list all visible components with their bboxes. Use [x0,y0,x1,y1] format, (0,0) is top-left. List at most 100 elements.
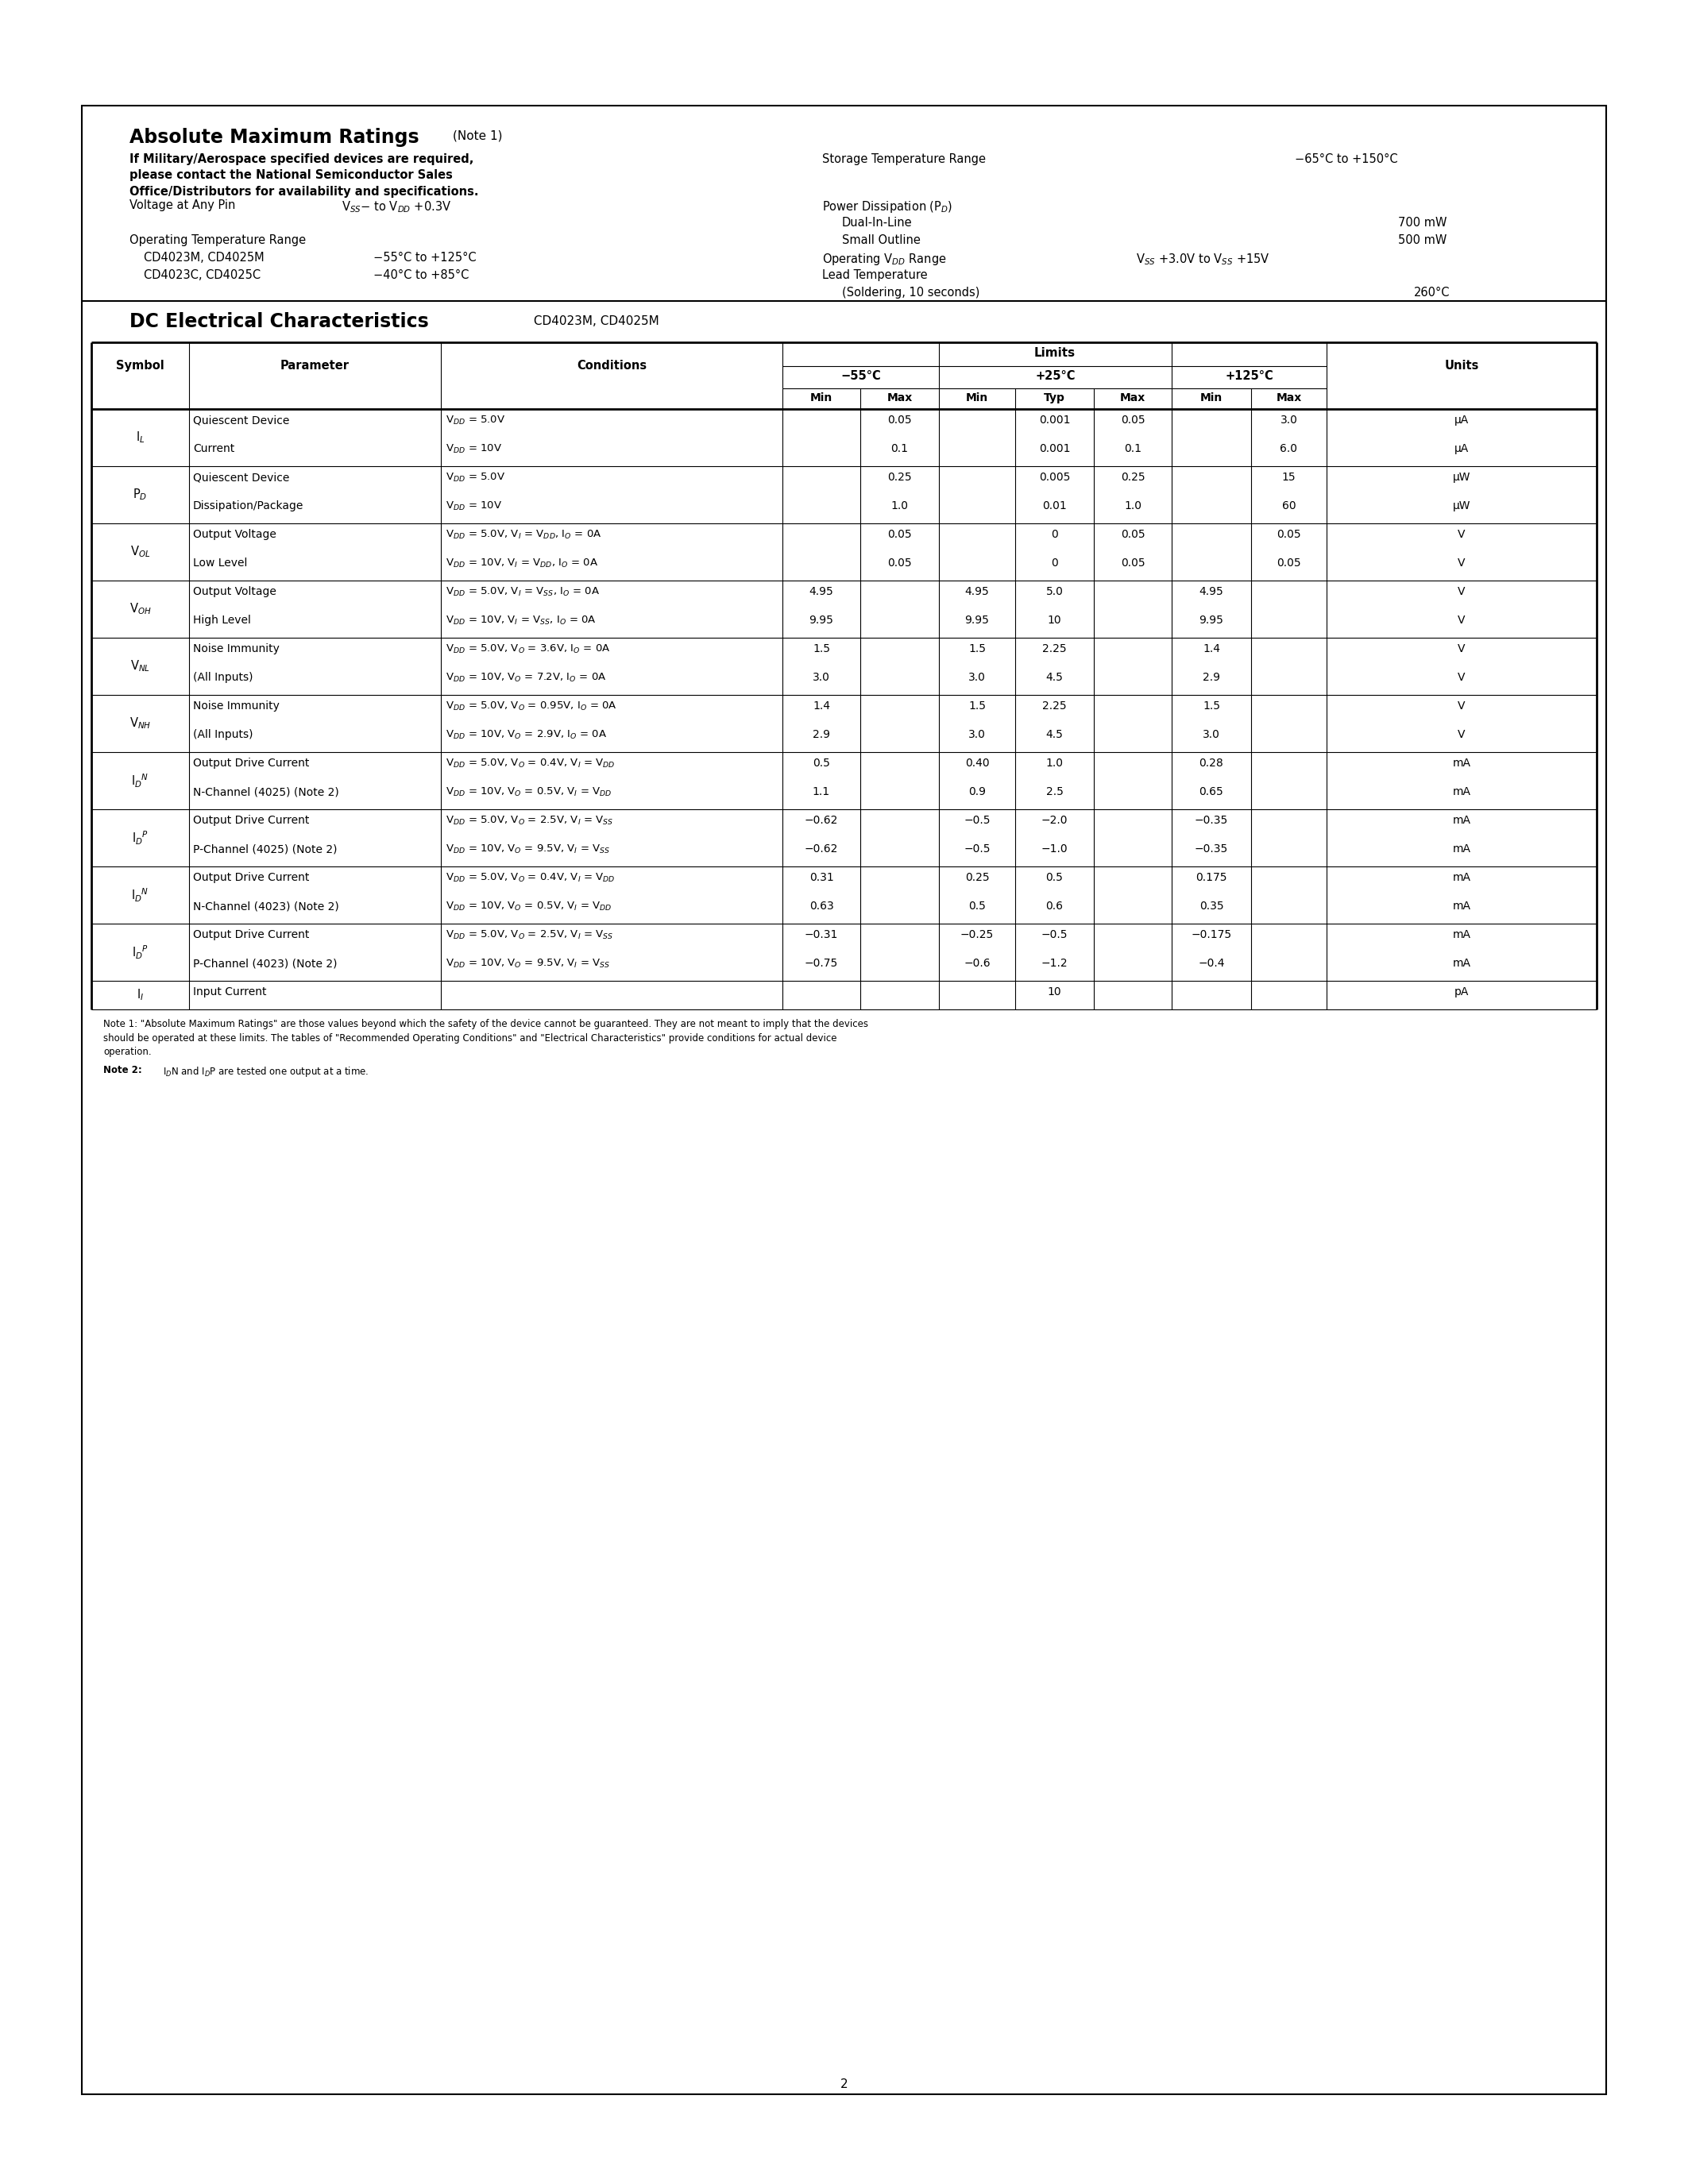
Text: V$_{SS}$− to V$_{DD}$ +0.3V: V$_{SS}$− to V$_{DD}$ +0.3V [341,199,451,214]
Text: 0.005: 0.005 [1038,472,1070,483]
Text: −0.62: −0.62 [805,815,839,826]
Text: μA: μA [1455,415,1469,426]
Text: 1.5: 1.5 [969,701,986,712]
Text: −40°C to +85°C: −40°C to +85°C [373,269,469,282]
Text: −65°C to +150°C: −65°C to +150°C [1295,153,1398,166]
Text: 0.05: 0.05 [1276,557,1301,568]
Text: I$_D$$^P$: I$_D$$^P$ [132,830,149,847]
Text: mA: mA [1452,758,1470,769]
Text: 500 mW: 500 mW [1398,234,1447,247]
Text: −2.0: −2.0 [1041,815,1069,826]
Text: +25°C: +25°C [1035,369,1075,382]
Text: V$_{DD}$ = 5.0V, V$_O$ = 2.5V, V$_I$ = V$_{SS}$: V$_{DD}$ = 5.0V, V$_O$ = 2.5V, V$_I$ = V… [446,928,613,941]
Text: 0.6: 0.6 [1047,900,1063,911]
Text: Absolute Maximum Ratings: Absolute Maximum Ratings [130,129,419,146]
Text: Voltage at Any Pin: Voltage at Any Pin [130,199,235,212]
Text: 3.0: 3.0 [812,673,830,684]
Text: mA: mA [1452,815,1470,826]
Text: 0.25: 0.25 [1121,472,1144,483]
Text: 0.31: 0.31 [809,871,834,882]
Text: Units: Units [1445,360,1479,371]
Text: 0: 0 [1052,529,1058,539]
Text: +125°C: +125°C [1225,369,1273,382]
Text: pA: pA [1455,987,1469,998]
Text: V: V [1458,557,1465,568]
Text: 2.25: 2.25 [1043,644,1067,655]
Text: I$_D$$^N$: I$_D$$^N$ [132,773,149,788]
Text: V$_{NH}$: V$_{NH}$ [130,716,150,732]
Text: −55°C to +125°C: −55°C to +125°C [373,251,476,264]
Text: Min: Min [810,393,832,404]
Text: Noise Immunity: Noise Immunity [192,644,280,655]
Text: Max: Max [1276,393,1301,404]
Text: Operating Temperature Range: Operating Temperature Range [130,234,306,247]
Text: V$_{DD}$ = 10V, V$_O$ = 0.5V, V$_I$ = V$_{DD}$: V$_{DD}$ = 10V, V$_O$ = 0.5V, V$_I$ = V$… [446,900,613,913]
Text: 0.001: 0.001 [1038,415,1070,426]
Text: 0.63: 0.63 [809,900,834,911]
Text: μW: μW [1453,500,1470,511]
Text: V$_{DD}$ = 5.0V, V$_O$ = 0.4V, V$_I$ = V$_{DD}$: V$_{DD}$ = 5.0V, V$_O$ = 0.4V, V$_I$ = V… [446,758,616,769]
Text: Typ: Typ [1043,393,1065,404]
Text: I$_{D}$N and I$_{D}$P are tested one output at a time.: I$_{D}$N and I$_{D}$P are tested one out… [162,1066,370,1079]
Text: 2: 2 [841,2079,847,2090]
Text: −0.5: −0.5 [964,843,991,854]
Text: 2.25: 2.25 [1043,701,1067,712]
Text: 60: 60 [1281,500,1296,511]
Text: Small Outline: Small Outline [842,234,920,247]
Text: 260°C: 260°C [1415,286,1450,299]
Text: V$_{SS}$ +3.0V to V$_{SS}$ +15V: V$_{SS}$ +3.0V to V$_{SS}$ +15V [1136,251,1269,266]
Text: −0.31: −0.31 [805,928,839,941]
Text: V$_{NL}$: V$_{NL}$ [130,660,150,673]
Text: V$_{OH}$: V$_{OH}$ [130,603,152,616]
Text: 1.5: 1.5 [1202,701,1220,712]
Text: Conditions: Conditions [577,360,647,371]
Text: V$_{DD}$ = 10V, V$_O$ = 9.5V, V$_I$ = V$_{SS}$: V$_{DD}$ = 10V, V$_O$ = 9.5V, V$_I$ = V$… [446,843,609,856]
Text: 5.0: 5.0 [1047,585,1063,596]
Text: Dual-In-Line: Dual-In-Line [842,216,913,229]
Text: V: V [1458,673,1465,684]
Text: Current: Current [192,443,235,454]
Text: 1.4: 1.4 [1202,644,1220,655]
Text: Note 1: "Absolute Maximum Ratings" are those values beyond which the safety of t: Note 1: "Absolute Maximum Ratings" are t… [103,1020,868,1057]
Text: Output Drive Current: Output Drive Current [192,928,309,941]
Text: CD4023M, CD4025M: CD4023M, CD4025M [530,314,658,328]
Text: V$_{DD}$ = 5.0V: V$_{DD}$ = 5.0V [446,415,505,426]
Text: N-Channel (4025) (Note 2): N-Channel (4025) (Note 2) [192,786,339,797]
Text: (Soldering, 10 seconds): (Soldering, 10 seconds) [842,286,979,299]
Text: 9.95: 9.95 [966,614,989,627]
Text: V$_{DD}$ = 5.0V, V$_O$ = 3.6V, I$_O$ = 0A: V$_{DD}$ = 5.0V, V$_O$ = 3.6V, I$_O$ = 0… [446,644,611,655]
Text: P$_D$: P$_D$ [133,487,147,502]
Text: V$_{DD}$ = 10V, V$_O$ = 0.5V, V$_I$ = V$_{DD}$: V$_{DD}$ = 10V, V$_O$ = 0.5V, V$_I$ = V$… [446,786,613,797]
Text: Operating V$_{DD}$ Range: Operating V$_{DD}$ Range [822,251,947,266]
Text: (All Inputs): (All Inputs) [192,729,253,740]
Text: Limits: Limits [1033,347,1075,358]
Text: Output Drive Current: Output Drive Current [192,758,309,769]
Text: −0.175: −0.175 [1192,928,1232,941]
Text: V$_{DD}$ = 5.0V, V$_O$ = 0.95V, I$_O$ = 0A: V$_{DD}$ = 5.0V, V$_O$ = 0.95V, I$_O$ = … [446,701,618,712]
Text: V$_{DD}$ = 10V, V$_O$ = 9.5V, V$_I$ = V$_{SS}$: V$_{DD}$ = 10V, V$_O$ = 9.5V, V$_I$ = V$… [446,959,609,970]
Text: 0.9: 0.9 [969,786,986,797]
Text: V$_{DD}$ = 5.0V, V$_I$ = V$_{DD}$, I$_O$ = 0A: V$_{DD}$ = 5.0V, V$_I$ = V$_{DD}$, I$_O$… [446,529,601,542]
Text: V$_{DD}$ = 5.0V: V$_{DD}$ = 5.0V [446,472,505,483]
Text: 0.1: 0.1 [1124,443,1141,454]
Text: 0.25: 0.25 [888,472,912,483]
Text: Output Voltage: Output Voltage [192,529,277,539]
Text: 1.0: 1.0 [1124,500,1141,511]
Text: V: V [1458,614,1465,627]
Text: mA: mA [1452,871,1470,882]
Text: V$_{DD}$ = 10V: V$_{DD}$ = 10V [446,443,501,454]
Text: V: V [1458,701,1465,712]
Text: 0.05: 0.05 [888,529,912,539]
Text: 6.0: 6.0 [1280,443,1298,454]
Text: Output Drive Current: Output Drive Current [192,815,309,826]
Text: Note 2:: Note 2: [103,1066,145,1075]
Text: 10: 10 [1048,614,1062,627]
Text: 1.5: 1.5 [812,644,830,655]
Text: 0.05: 0.05 [1121,557,1144,568]
Text: Noise Immunity: Noise Immunity [192,701,280,712]
Text: 1.4: 1.4 [812,701,830,712]
Text: −0.75: −0.75 [805,959,839,970]
Text: −0.25: −0.25 [960,928,994,941]
Text: Parameter: Parameter [280,360,349,371]
Text: mA: mA [1452,959,1470,970]
